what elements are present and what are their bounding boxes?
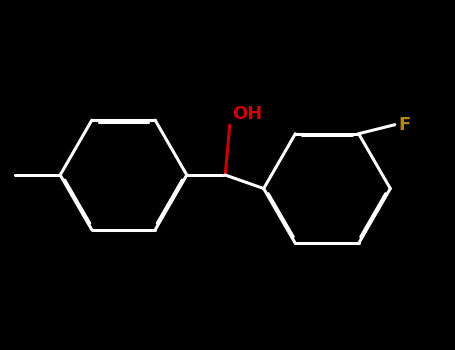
Text: OH: OH xyxy=(232,105,262,123)
Text: F: F xyxy=(399,116,411,134)
